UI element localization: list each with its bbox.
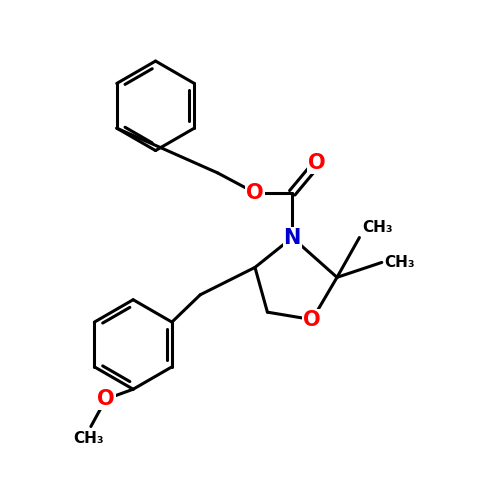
Text: CH₃: CH₃: [73, 432, 104, 446]
Text: CH₃: CH₃: [384, 255, 415, 270]
Text: CH₃: CH₃: [362, 220, 392, 235]
Text: O: O: [246, 183, 264, 203]
Text: N: N: [284, 228, 301, 248]
Text: O: O: [97, 389, 114, 409]
Text: O: O: [308, 153, 326, 173]
Text: O: O: [304, 310, 321, 330]
